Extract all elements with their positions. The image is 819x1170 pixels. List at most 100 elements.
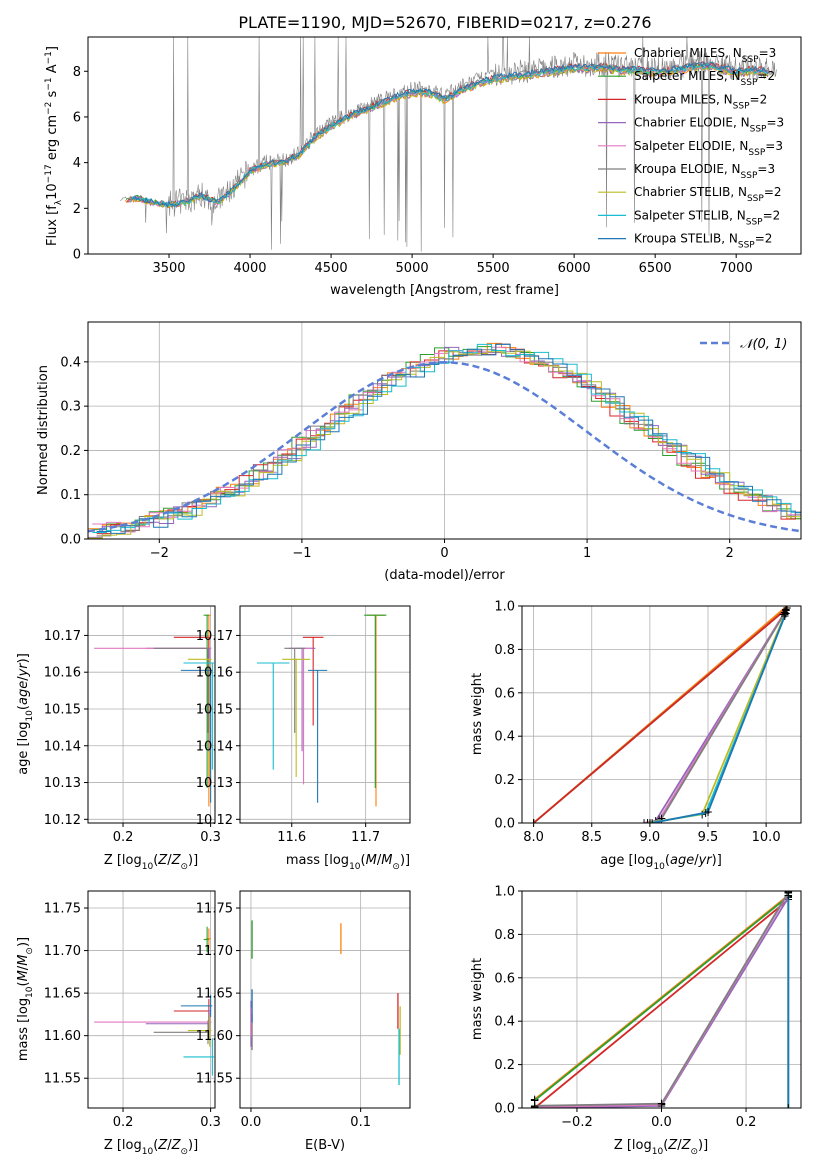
y-tick-label: 4 — [73, 156, 81, 171]
cumulative-mass-point: + — [656, 1097, 666, 1111]
x-tick-label: 3500 — [152, 261, 185, 276]
y-tick-label: 10.15 — [44, 702, 81, 717]
y-tick-label: 0.6 — [494, 686, 515, 701]
cumulative-mass-line — [533, 608, 787, 823]
cumulative-mass-point: + — [703, 805, 713, 819]
x-tick-label: 4000 — [233, 261, 266, 276]
cumulative-mass-point: + — [645, 816, 655, 830]
cumulative-mass-point: + — [782, 599, 792, 613]
legend-label: Kroupa MILES, NSSP=2 — [634, 92, 767, 111]
y-tick-label: 10.13 — [196, 776, 233, 791]
x-tick-label: 4500 — [315, 261, 348, 276]
x-tick-label: 7000 — [720, 261, 753, 276]
legend-label: Salpeter ELODIE, NSSP=3 — [634, 139, 783, 158]
y-tick-label: 6 — [73, 110, 81, 125]
y-tick-label: 2 — [73, 202, 81, 217]
cumulative-mass-point: + — [530, 1099, 540, 1113]
panels: 3500 4000 4500 5000 5500 6000 6500 7000 0 2 4 6 8 Cha… — [16, 36, 802, 1157]
panel-age-vs-Z: 0.2 0.3 10.12 10.13 10.14 10.15 10.16 10.17 Z [l… — [16, 605, 221, 872]
axes-frame — [521, 605, 802, 824]
y-tick-label: 0.2 — [494, 773, 515, 788]
cumulative-mass-point: + — [779, 608, 789, 622]
x-tick-label: 11.6 — [277, 830, 306, 845]
y-tick-label: 0.2 — [494, 1058, 515, 1073]
y-tick-label: 0 — [73, 248, 81, 263]
y-tick-label: 0.0 — [494, 1102, 515, 1117]
panel-mass-vs-ebv: 0.0 0.1 11.55 11.60 11.65 11.70 11.75 E(B-V) — [196, 890, 411, 1153]
x-tick-label: −2 — [150, 546, 169, 561]
residual-histogram — [92, 346, 801, 532]
cumulative-mass-point: + — [529, 816, 539, 830]
y-tick-label: 10.14 — [196, 739, 233, 754]
cumulative-mass-point: + — [530, 1101, 540, 1115]
cumulative-mass-point: + — [656, 812, 666, 826]
y-tick-label: 11.65 — [196, 987, 233, 1002]
cumulative-mass-point: + — [781, 603, 791, 617]
y-tick-label: 11.70 — [44, 944, 81, 959]
y-tick-label: 10.14 — [44, 739, 81, 754]
legend-entry: Salpeter STELIB, NSSP=2 — [598, 208, 780, 227]
cumulative-mass-point: + — [643, 816, 653, 830]
axes-frame — [239, 605, 411, 824]
legend-label: Chabrier STELIB, NSSP=2 — [634, 185, 782, 204]
x-axis-label: Z [log10(Z/Z⊙)] — [104, 1138, 198, 1157]
y-tick-label: 10.17 — [44, 629, 81, 644]
panel-mass-vs-Z: 0.2 0.3 11.55 11.60 11.65 11.70 11.75 Z [log10(… — [16, 890, 221, 1157]
y-tick-label: 11.60 — [196, 1029, 233, 1044]
x-axis-label: Z [log10(Z/Z⊙)] — [104, 853, 198, 872]
x-axis-label: E(B-V) — [305, 1138, 345, 1153]
legend-entry: Chabrier STELIB, NSSP=2 — [598, 185, 782, 204]
cumulative-mass-point: + — [639, 816, 649, 830]
x-tick-label: 8.5 — [581, 830, 602, 845]
x-axis-label: mass [log10(M/M⊙)] — [286, 853, 410, 872]
cumulative-mass-point: + — [647, 816, 657, 830]
cumulative-mass-line — [534, 891, 790, 1107]
cumulative-mass-line — [534, 897, 790, 1108]
x-tick-label: 11.7 — [351, 830, 380, 845]
y-tick-label: 10.17 — [196, 629, 233, 644]
cumulative-mass-point: + — [783, 1101, 793, 1115]
y-tick-label: 11.70 — [196, 944, 233, 959]
x-tick-label: 9.0 — [640, 830, 661, 845]
y-axis-label: Flux [fλ10−17 erg cm−2 s−1 A−1] — [44, 46, 64, 246]
legend-label: Kroupa ELODIE, NSSP=3 — [634, 162, 775, 181]
legend-entry: Salpeter ELODIE, NSSP=3 — [598, 139, 783, 158]
plot-area — [94, 926, 215, 1076]
y-tick-label: 10.15 — [196, 702, 233, 717]
cumulative-mass-line — [534, 895, 789, 1102]
x-tick-label: 0.0 — [241, 1115, 262, 1130]
x-tick-label: 0.1 — [350, 1115, 371, 1130]
residual-histogram — [92, 346, 801, 533]
y-axis-label: age [log10(age/yr)] — [16, 653, 35, 775]
cumulative-mass-point: + — [530, 1101, 540, 1115]
y-tick-label: 0.8 — [494, 928, 515, 943]
x-tick-label: 0.0 — [651, 1115, 672, 1130]
legend-entry: Kroupa ELODIE, NSSP=3 — [598, 162, 775, 181]
cumulative-mass-point: + — [651, 814, 661, 828]
axes-frame — [87, 890, 216, 1109]
x-tick-label: 8.0 — [523, 830, 544, 845]
cumulative-mass-point: + — [781, 607, 791, 621]
legend-label: 𝒩(0, 1) — [740, 337, 787, 352]
y-tick-label: 8 — [73, 65, 81, 80]
gaussian-reference-curve — [88, 361, 801, 533]
legend-entry: Chabrier ELODIE, NSSP=3 — [598, 116, 784, 135]
plot-area — [94, 614, 215, 807]
x-tick-label: 10.0 — [752, 830, 781, 845]
y-tick-label: 1.0 — [494, 600, 515, 615]
y-tick-label: 10.12 — [196, 813, 233, 828]
x-tick-label: 2 — [726, 546, 734, 561]
y-tick-label: 11.65 — [44, 987, 81, 1002]
cumulative-mass-line — [534, 899, 789, 1108]
y-axis-label: mass weight — [470, 958, 485, 1040]
x-tick-label: 6500 — [639, 261, 672, 276]
y-tick-label: 0.0 — [494, 817, 515, 832]
y-tick-label: 11.60 — [44, 1029, 81, 1044]
y-tick-label: 10.16 — [44, 666, 81, 681]
x-tick-label: −0.2 — [561, 1115, 593, 1130]
y-axis-label: mass weight — [470, 673, 485, 755]
x-tick-label: 5000 — [396, 261, 429, 276]
model-spectrum — [131, 61, 769, 209]
residual-histogram — [96, 343, 801, 534]
